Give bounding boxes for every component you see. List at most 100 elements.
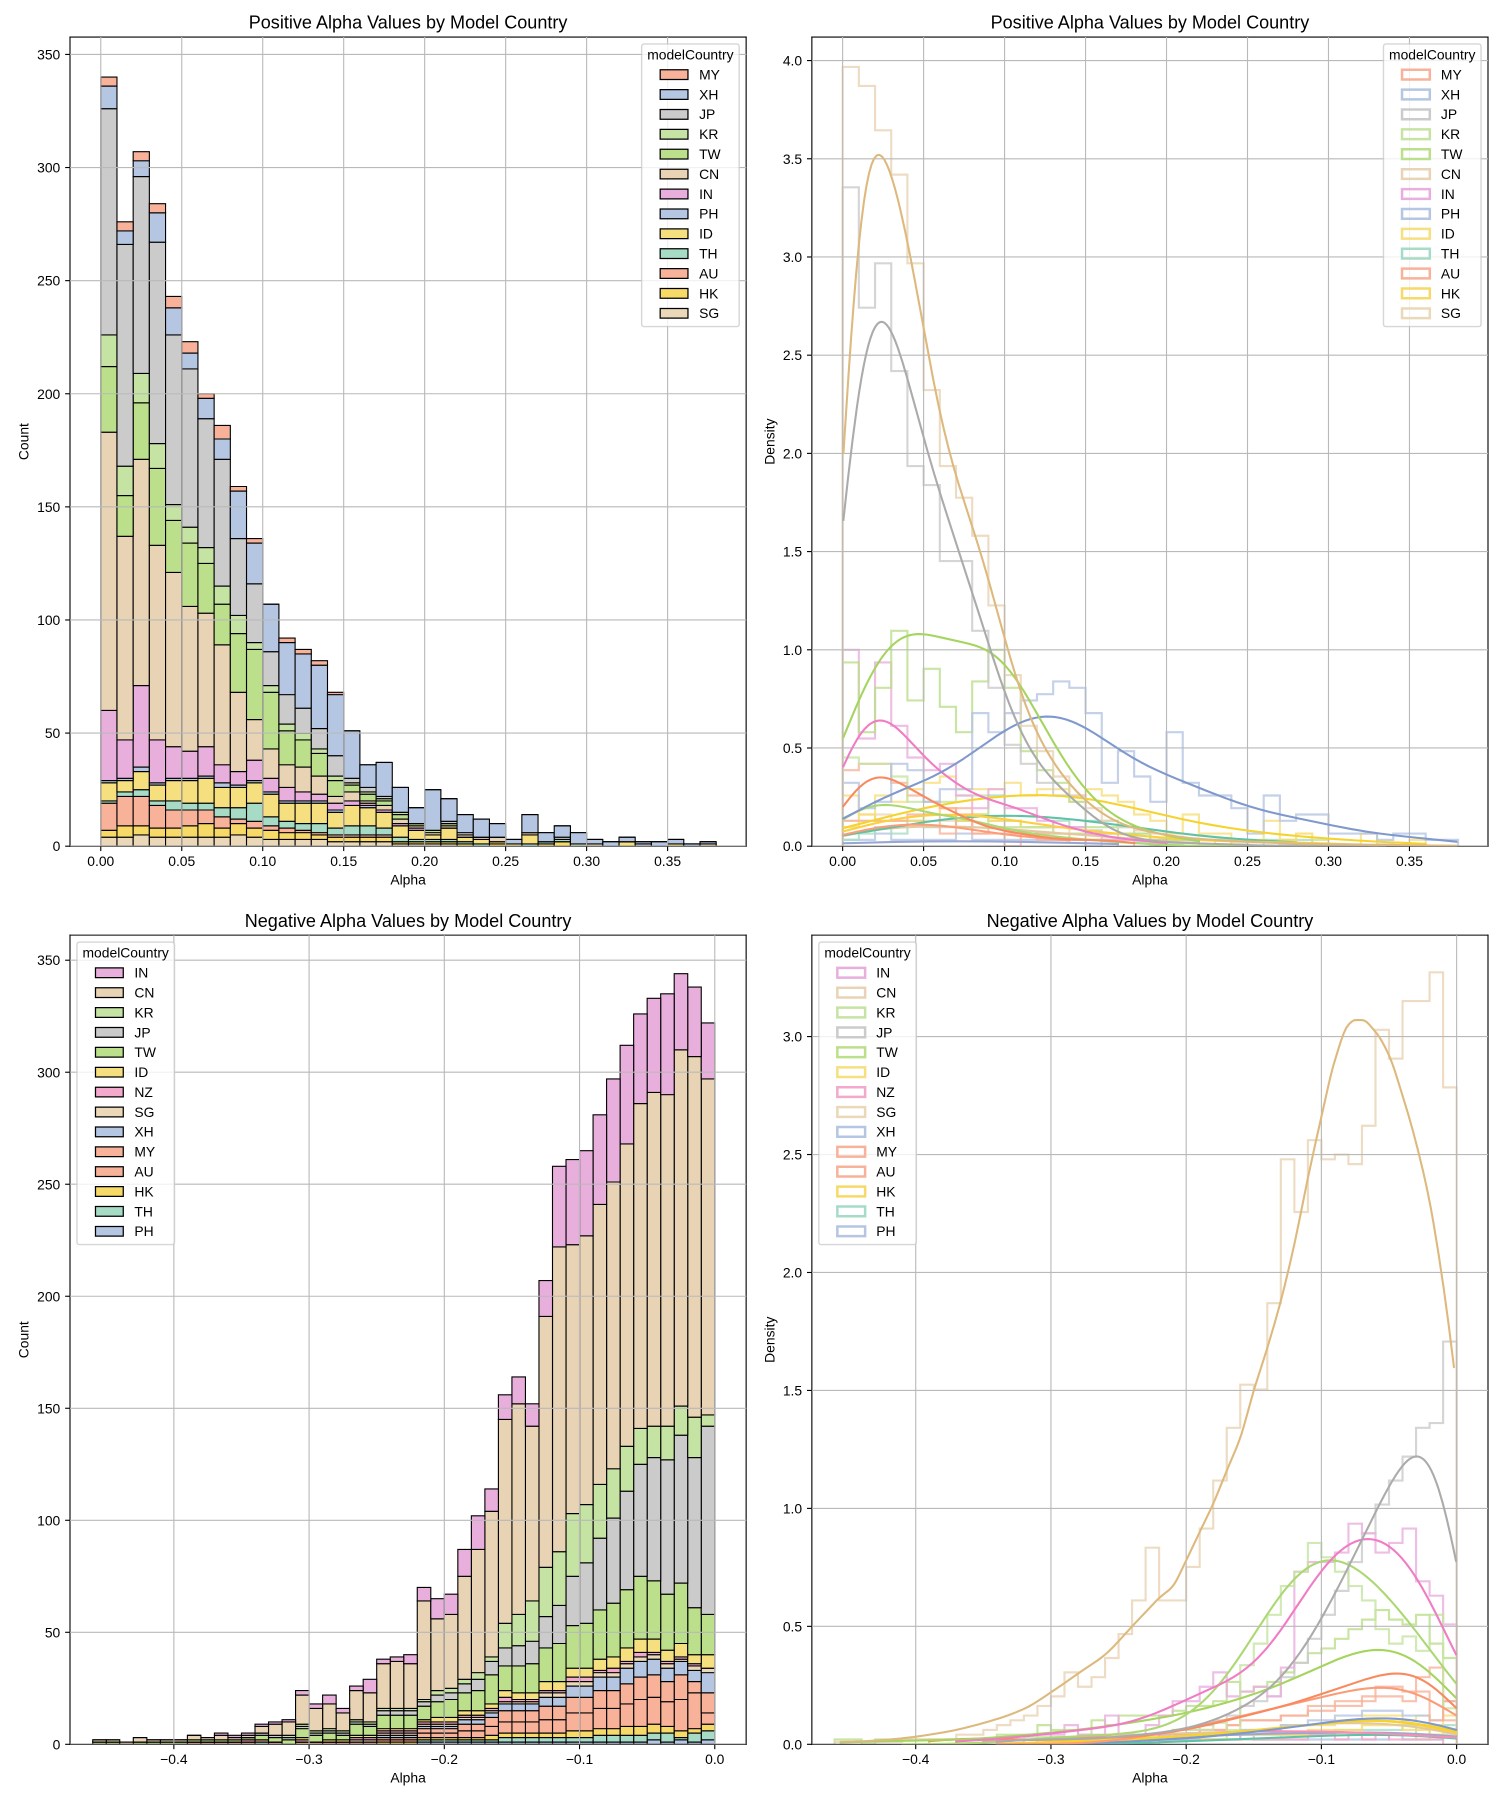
svg-text:HK: HK: [876, 1183, 896, 1199]
svg-text:KR: KR: [134, 1004, 153, 1020]
svg-text:350: 350: [37, 952, 60, 968]
svg-text:AU: AU: [699, 265, 718, 281]
svg-text:PH: PH: [134, 1223, 153, 1239]
svg-text:0.0: 0.0: [705, 1751, 725, 1767]
svg-text:50: 50: [45, 1624, 61, 1640]
svg-text:4.0: 4.0: [783, 53, 803, 69]
svg-text:XH: XH: [134, 1124, 153, 1140]
svg-text:0.35: 0.35: [654, 853, 681, 869]
svg-text:JP: JP: [1441, 106, 1457, 122]
svg-text:TW: TW: [134, 1044, 156, 1060]
svg-text:150: 150: [37, 1400, 60, 1416]
svg-text:ID: ID: [699, 226, 713, 242]
svg-text:−0.3: −0.3: [295, 1751, 323, 1767]
svg-text:−0.4: −0.4: [902, 1751, 930, 1767]
svg-text:Count: Count: [16, 1321, 32, 1358]
svg-text:0.0: 0.0: [783, 1736, 803, 1752]
svg-text:0.25: 0.25: [492, 853, 519, 869]
svg-text:modelCountry: modelCountry: [83, 945, 169, 961]
svg-text:ID: ID: [134, 1064, 148, 1080]
svg-text:MY: MY: [134, 1144, 155, 1160]
svg-text:PH: PH: [876, 1223, 895, 1239]
svg-text:IN: IN: [876, 965, 890, 981]
svg-text:IN: IN: [699, 186, 713, 202]
svg-text:250: 250: [37, 273, 60, 289]
svg-text:Positive Alpha Values by Model: Positive Alpha Values by Model Country: [249, 13, 568, 33]
svg-text:TW: TW: [699, 146, 721, 162]
svg-text:2.5: 2.5: [783, 1147, 803, 1163]
svg-text:250: 250: [37, 1176, 60, 1192]
svg-text:2.0: 2.0: [783, 445, 803, 461]
svg-text:CN: CN: [1441, 166, 1461, 182]
svg-text:200: 200: [37, 1288, 60, 1304]
svg-text:−0.3: −0.3: [1037, 1751, 1065, 1767]
svg-text:3.0: 3.0: [783, 1029, 803, 1045]
svg-text:3.5: 3.5: [783, 151, 803, 167]
svg-text:300: 300: [37, 1064, 60, 1080]
svg-text:100: 100: [37, 1512, 60, 1528]
svg-text:ID: ID: [1441, 226, 1455, 242]
svg-text:0.25: 0.25: [1234, 853, 1261, 869]
svg-text:JP: JP: [699, 106, 715, 122]
svg-text:0.00: 0.00: [829, 853, 856, 869]
svg-text:Alpha: Alpha: [390, 1770, 426, 1786]
svg-text:XH: XH: [876, 1124, 895, 1140]
svg-text:0.20: 0.20: [411, 853, 438, 869]
svg-text:0: 0: [53, 1736, 61, 1752]
svg-text:0.30: 0.30: [573, 853, 600, 869]
svg-text:JP: JP: [134, 1024, 150, 1040]
svg-text:KR: KR: [699, 126, 718, 142]
svg-text:0.0: 0.0: [1447, 1751, 1467, 1767]
svg-text:−0.4: −0.4: [160, 1751, 188, 1767]
svg-text:0: 0: [53, 838, 61, 854]
svg-text:0.10: 0.10: [991, 853, 1018, 869]
svg-text:50: 50: [45, 725, 61, 741]
svg-text:HK: HK: [134, 1183, 154, 1199]
svg-text:2.0: 2.0: [783, 1265, 803, 1281]
svg-text:0.05: 0.05: [168, 853, 195, 869]
svg-text:0.5: 0.5: [783, 1618, 803, 1634]
svg-text:0.10: 0.10: [249, 853, 276, 869]
svg-text:200: 200: [37, 386, 60, 402]
svg-text:Alpha: Alpha: [390, 871, 426, 887]
svg-text:350: 350: [37, 46, 60, 62]
svg-text:Negative Alpha Values by Model: Negative Alpha Values by Model Country: [245, 911, 572, 931]
svg-text:TW: TW: [876, 1044, 898, 1060]
svg-text:TH: TH: [699, 245, 718, 261]
svg-text:0.0: 0.0: [783, 838, 803, 854]
svg-text:modelCountry: modelCountry: [1389, 47, 1475, 63]
svg-text:Alpha: Alpha: [1132, 1770, 1168, 1786]
svg-text:PH: PH: [699, 206, 718, 222]
svg-text:2.5: 2.5: [783, 347, 803, 363]
svg-text:0.30: 0.30: [1315, 853, 1342, 869]
svg-text:1.5: 1.5: [783, 1382, 803, 1398]
svg-text:TH: TH: [876, 1203, 895, 1219]
svg-text:0.5: 0.5: [783, 740, 803, 756]
svg-text:SG: SG: [699, 305, 719, 321]
svg-text:AU: AU: [1441, 265, 1460, 281]
svg-text:XH: XH: [1441, 86, 1460, 102]
svg-text:−0.2: −0.2: [431, 1751, 459, 1767]
svg-text:MY: MY: [699, 66, 720, 82]
svg-text:100: 100: [37, 612, 60, 628]
svg-text:NZ: NZ: [134, 1084, 153, 1100]
svg-text:−0.2: −0.2: [1172, 1751, 1200, 1767]
svg-text:3.0: 3.0: [783, 249, 803, 265]
svg-text:NZ: NZ: [876, 1084, 895, 1100]
svg-text:Negative Alpha Values by Model: Negative Alpha Values by Model Country: [987, 911, 1314, 931]
svg-text:KR: KR: [1441, 126, 1460, 142]
svg-text:0.05: 0.05: [910, 853, 937, 869]
svg-text:MY: MY: [1441, 66, 1462, 82]
svg-text:IN: IN: [134, 965, 148, 981]
svg-text:CN: CN: [134, 984, 154, 1000]
svg-text:AU: AU: [134, 1163, 153, 1179]
svg-text:1.5: 1.5: [783, 544, 803, 560]
svg-text:XH: XH: [699, 86, 718, 102]
svg-text:TW: TW: [1441, 146, 1463, 162]
svg-text:0.15: 0.15: [1072, 853, 1099, 869]
svg-text:TH: TH: [134, 1203, 153, 1219]
svg-text:CN: CN: [876, 984, 896, 1000]
svg-text:ID: ID: [876, 1064, 890, 1080]
svg-text:0.20: 0.20: [1153, 853, 1180, 869]
svg-text:150: 150: [37, 499, 60, 515]
